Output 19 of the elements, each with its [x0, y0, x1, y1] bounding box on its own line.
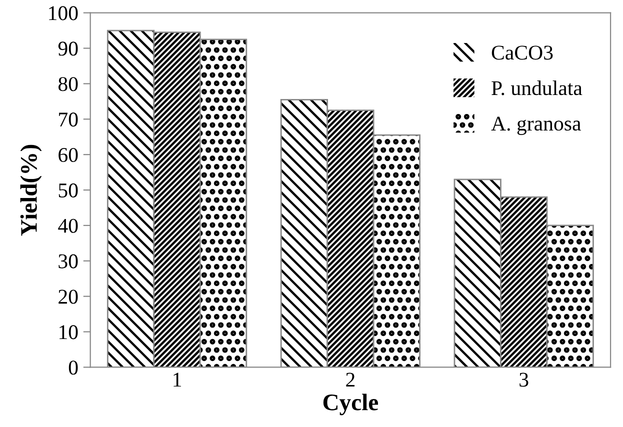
y-tick-label: 60 — [58, 148, 78, 162]
legend-label: P. undulata — [492, 80, 582, 96]
y-tick-label: 30 — [58, 254, 78, 268]
y-tick-label: 0 — [68, 360, 78, 375]
y-tick-label: 100 — [49, 6, 78, 20]
y-tick-label: 90 — [58, 42, 78, 56]
y-tick-label: 20 — [58, 290, 78, 304]
x-tick-label: 2 — [346, 372, 354, 387]
y-tick-label: 50 — [58, 183, 78, 198]
y-tick-label: 40 — [58, 218, 78, 233]
legend-label: A. granosa — [491, 116, 581, 135]
y-axis-title: Yield(%) — [20, 144, 42, 236]
x-tick-label: 1 — [174, 372, 181, 387]
y-tick-label: 70 — [59, 112, 78, 127]
y-tick-label: 80 — [58, 77, 78, 92]
x-axis-title: Cycle — [323, 394, 378, 416]
y-tick-label: 10 — [60, 325, 78, 340]
legend-label: CaCO3 — [492, 46, 553, 60]
x-tick-label: 3 — [520, 372, 528, 387]
